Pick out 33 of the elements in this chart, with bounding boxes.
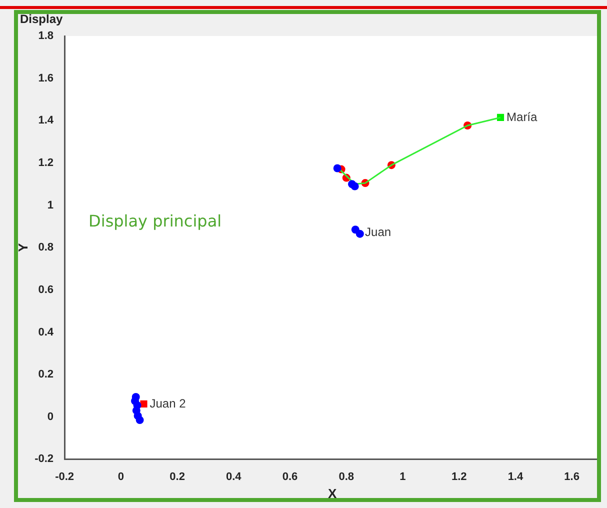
x-tick-label: 1.2 — [451, 470, 467, 483]
y-tick-label: 1.2 — [38, 156, 54, 169]
y-tick-label: 1.4 — [38, 114, 54, 127]
y-tick-label: 1 — [47, 199, 54, 212]
x-tick-label: 0.2 — [170, 470, 185, 483]
y-tick-label: 1.6 — [38, 72, 54, 84]
point — [140, 400, 148, 408]
x-tick-label: 0 — [118, 470, 124, 483]
y-tick-label: -0.2 — [34, 453, 54, 466]
x-tick-label: 0.8 — [338, 470, 354, 483]
y-tick-label: 0 — [47, 410, 54, 423]
y-tick-label: 0.8 — [38, 242, 54, 254]
x-tick-label: 0.6 — [282, 470, 298, 483]
y-tick-label: 0.4 — [38, 326, 54, 338]
point — [333, 164, 342, 172]
annotation: Display principal — [88, 211, 222, 230]
chart-title: Display — [20, 12, 63, 26]
point — [356, 230, 364, 238]
point — [350, 182, 359, 190]
y-tick-label: 1.8 — [38, 30, 54, 42]
annotation: Juan — [365, 225, 392, 240]
y-tick-label: 0.6 — [38, 284, 54, 296]
x-tick-label: 1.6 — [564, 470, 580, 483]
annotation: María — [506, 110, 538, 124]
x-tick-label: 1.4 — [508, 470, 524, 483]
annotation: Juan 2 — [150, 396, 186, 410]
point — [136, 416, 144, 424]
x-axis-title: X — [328, 486, 337, 501]
y-axis-title: Y — [15, 242, 30, 252]
y-tick-label: 0.2 — [38, 368, 54, 381]
x-tick-label: -0.2 — [55, 470, 74, 483]
x-tick-label: 1 — [400, 470, 406, 483]
x-tick-label: 0.4 — [226, 470, 242, 483]
